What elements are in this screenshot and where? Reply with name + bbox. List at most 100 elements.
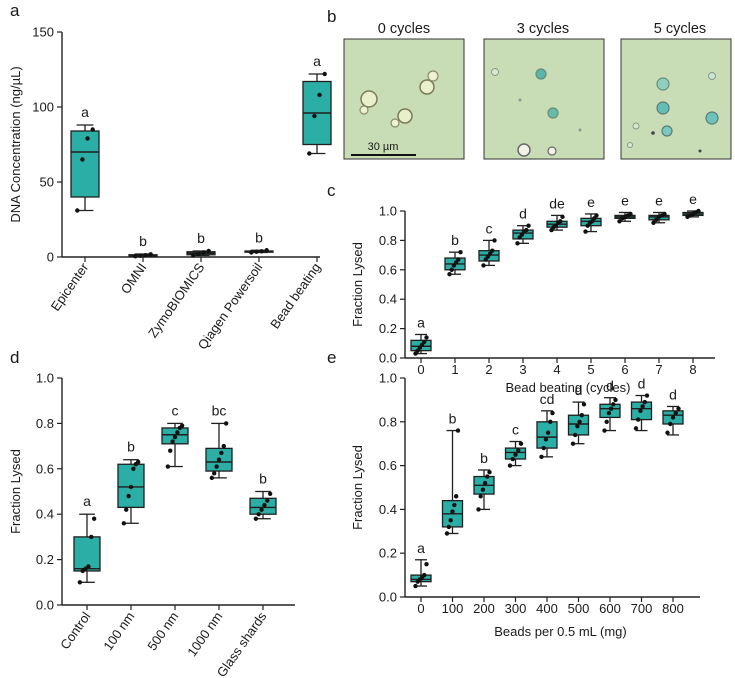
- data-point: [254, 249, 259, 254]
- data-point: [413, 583, 418, 589]
- data-point: [516, 448, 521, 453]
- significance-letter: d: [638, 376, 646, 392]
- micrograph-title-3: 3 cycles: [517, 21, 569, 37]
- data-point: [133, 254, 138, 259]
- data-point: [424, 561, 429, 567]
- data-point: [670, 415, 676, 420]
- data-point: [676, 406, 681, 411]
- data-point: [455, 428, 461, 433]
- y-tick-label: 0.6: [379, 262, 397, 277]
- category-label: 1000 nm: [184, 609, 225, 659]
- data-point: [548, 419, 553, 424]
- data-point: [179, 423, 185, 428]
- y-tick-label: 0.2: [36, 552, 54, 567]
- data-point: [526, 223, 531, 228]
- significance-letter: d: [575, 382, 583, 398]
- data-point: [628, 211, 633, 217]
- significance-letter: b: [197, 230, 205, 246]
- category-label: OMNI: [118, 260, 150, 296]
- data-point: [478, 494, 483, 499]
- category-label: 500: [568, 601, 590, 616]
- data-point: [452, 502, 457, 508]
- category-label: 0: [417, 362, 424, 377]
- data-point: [312, 113, 317, 119]
- significance-letter: bc: [212, 402, 227, 418]
- category-label: 300: [505, 601, 527, 616]
- data-point: [424, 335, 429, 340]
- significance-letter: cd: [540, 391, 555, 407]
- significance-letter: d: [606, 378, 614, 394]
- data-point: [604, 419, 609, 424]
- y-tick-label: 1.0: [379, 371, 397, 386]
- chart-c: 0.0 0.2 0.4 0.6 0.8 1.0 Fraction Lysed Bead bea…: [350, 191, 715, 395]
- y-tick-label: 0.2: [379, 546, 397, 561]
- significance-letter: e: [689, 191, 697, 207]
- panel-letter-e: e: [327, 348, 336, 367]
- significance-letter: b: [139, 233, 147, 249]
- data-point: [124, 507, 129, 512]
- data-point: [444, 531, 450, 536]
- significance-letter: a: [81, 104, 89, 120]
- data-point: [450, 509, 455, 514]
- box: [70, 130, 100, 198]
- data-point: [665, 430, 670, 435]
- category-label: 0: [417, 601, 424, 616]
- micrograph-3-cycles: [483, 38, 605, 160]
- significance-letter: b: [255, 229, 263, 245]
- data-point: [447, 272, 452, 277]
- panel-letter-d: d: [10, 348, 19, 367]
- data-point: [307, 151, 312, 156]
- data-point: [602, 428, 607, 433]
- data-point: [212, 471, 217, 476]
- data-point: [668, 421, 673, 427]
- category-label: 100: [442, 601, 464, 616]
- data-point: [662, 211, 667, 217]
- data-point: [570, 441, 576, 446]
- data-point: [617, 219, 622, 224]
- x-axis-label: Beads per 0.5 mL (mg): [494, 624, 626, 639]
- category-label: Qiagen Powersoil: [195, 260, 266, 352]
- y-tick-label: 50: [40, 175, 54, 190]
- significance-letter: a: [83, 493, 91, 509]
- data-point: [135, 459, 141, 465]
- y-axis-label: Fraction Lysed: [350, 445, 365, 530]
- data-point: [579, 413, 584, 418]
- chart-a: 0 50 100 150 DNA Concentration (ng/µL) Epicen…: [8, 25, 332, 352]
- data-point: [422, 339, 427, 345]
- category-label: 4: [553, 362, 560, 377]
- significance-letter: b: [449, 411, 457, 427]
- data-point: [510, 456, 515, 462]
- y-tick-label: 0.0: [379, 351, 397, 366]
- panel-letter-b: b: [327, 7, 336, 26]
- data-point: [86, 564, 91, 569]
- significance-letter: b: [480, 450, 488, 466]
- data-point: [651, 220, 656, 225]
- data-point: [482, 480, 488, 486]
- data-point: [216, 457, 222, 462]
- data-point: [539, 454, 544, 460]
- y-tick-label: 0.4: [36, 507, 54, 522]
- y-tick-label: 0.4: [379, 502, 397, 517]
- micrograph-title-5: 5 cycles: [654, 21, 706, 37]
- y-tick-label: 100: [32, 100, 54, 115]
- data-point: [485, 474, 490, 479]
- category-label: ZymoBIOMICS: [145, 260, 208, 340]
- significance-letter: c: [512, 422, 519, 438]
- data-point: [642, 399, 647, 405]
- data-point: [611, 402, 616, 407]
- data-point: [608, 406, 614, 411]
- data-point: [492, 238, 497, 243]
- y-tick-label: 0.0: [379, 590, 397, 605]
- data-point: [545, 430, 551, 435]
- y-tick-label: 1.0: [379, 204, 397, 219]
- category-label: 800: [662, 601, 684, 616]
- data-point: [644, 393, 650, 398]
- category-label: 6: [621, 362, 628, 377]
- significance-letter: d: [669, 386, 677, 402]
- data-point: [543, 437, 549, 442]
- significance-letter: e: [655, 192, 663, 208]
- y-tick-label: 0.0: [36, 598, 54, 613]
- data-point: [219, 450, 224, 456]
- data-point: [640, 404, 645, 409]
